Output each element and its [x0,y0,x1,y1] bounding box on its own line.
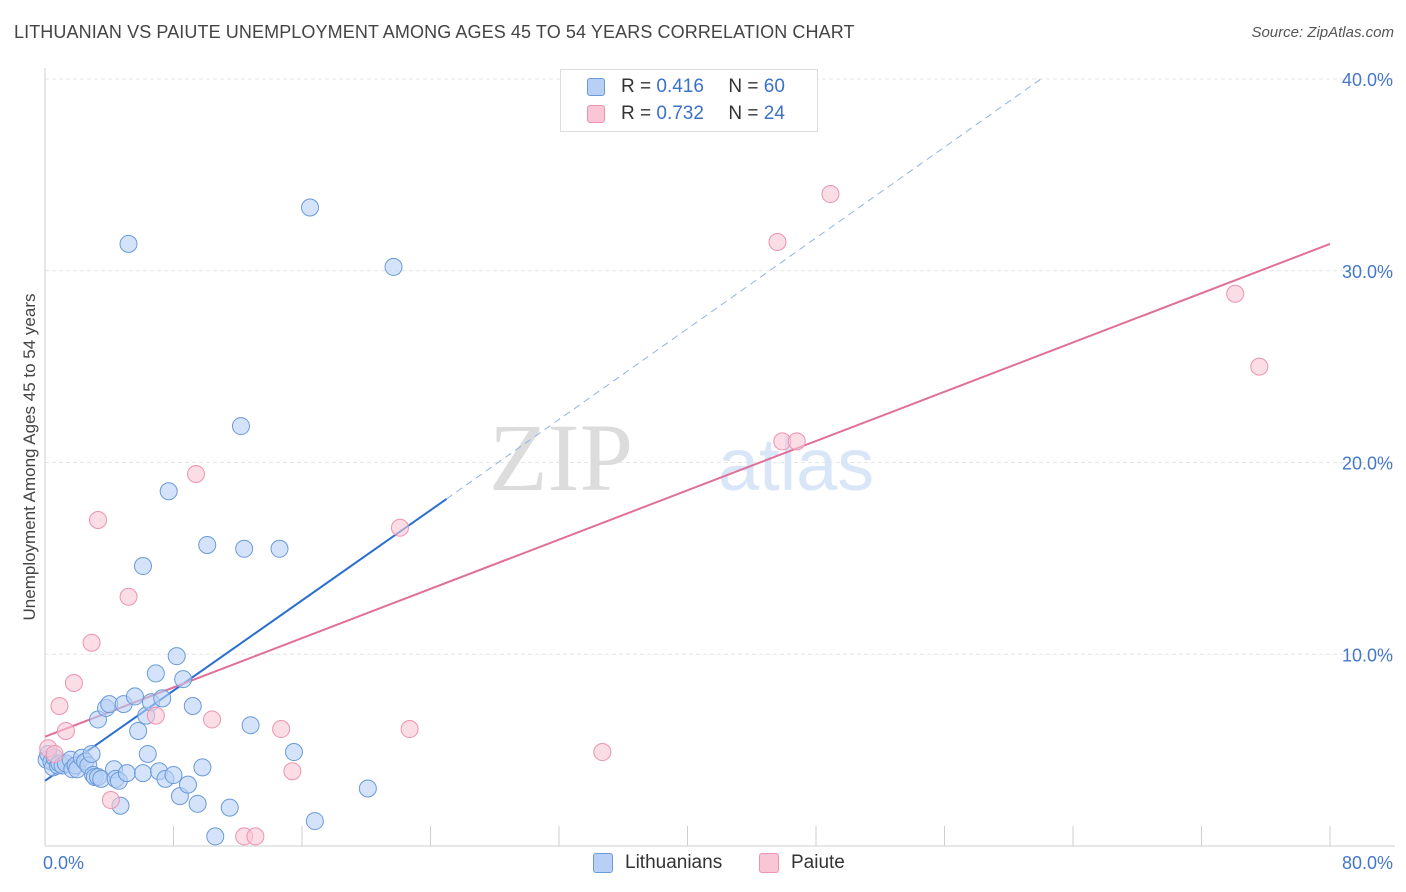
lithuanian-point [231,417,250,436]
n-value: 24 [763,103,785,124]
paiute-point [593,743,612,762]
lithuanians-trend-line [44,498,448,782]
y-tick-label: 10.0% [1342,645,1393,665]
lithuanian-point [167,647,186,666]
lithuanian-point [183,697,202,716]
source-credit[interactable]: Source: ZipAtlas.com [1251,24,1394,41]
lithuanian-point [133,557,152,576]
lithuanians-swatch [587,78,605,96]
paiute-point [50,697,69,716]
r-label: R = [621,76,652,97]
axes [44,68,1395,847]
paiute-point [1250,357,1269,376]
legend-row-paiute[interactable]: R = 0.732 N = 24 [587,102,785,126]
lithuanians-legend-swatch [593,853,613,873]
lithuanian-point [174,670,193,689]
paiute-point [64,674,83,693]
watermark: ZIP atlas [489,404,874,511]
stats-legend: R = 0.416 N = 60 R = 0.732 N = 24 [560,69,818,132]
x-tick-label-min: 0.0% [43,853,84,873]
lithuanian-point [358,779,377,798]
paiute-point [89,511,108,530]
paiute-point [56,721,75,740]
lithuanian-point [82,744,101,763]
legend-item-paiute[interactable]: Paiute [759,852,845,874]
paiute-point [768,232,787,251]
paiute-swatch [587,105,605,123]
lithuanian-point [220,798,239,817]
lithuanian-point [138,744,157,763]
lithuanian-point [159,482,178,501]
r-value: 0.732 [656,103,704,124]
paiute-point [119,587,138,606]
paiute-point [82,633,101,652]
legend-label-paiute: Paiute [791,852,845,873]
n-label: N = [728,103,759,124]
lithuanians-trend-extension [446,78,1042,500]
paiute-point [246,827,265,846]
x-tick-label-max: 80.0% [1342,853,1393,873]
lithuanian-point [270,539,289,558]
chart-title: LITHUANIAN VS PAIUTE UNEMPLOYMENT AMONG … [14,22,855,42]
paiute-point [400,720,419,739]
lithuanian-point [119,234,138,253]
r-value: 0.416 [656,76,704,97]
paiute-point [283,762,302,781]
lithuanian-point [384,257,403,276]
y-tick-label: 30.0% [1342,262,1393,282]
trend-lines [44,78,1331,782]
paiute-legend-swatch [759,853,779,873]
n-label: N = [728,76,759,97]
lithuanian-point [125,687,144,706]
paiute-point [186,465,205,484]
gridlines [45,78,1395,655]
lithuanian-point [305,812,324,831]
paiute-point [101,790,120,809]
paiute-point [390,518,409,537]
paiute-point [272,720,291,739]
legend-item-lithuanians[interactable]: Lithuanians [593,852,722,874]
paiute-point [45,744,64,763]
lithuanian-point [206,827,225,846]
y-tick-label: 40.0% [1342,70,1393,90]
lithuanian-point [178,775,197,794]
lithuanian-point [129,721,148,740]
lithuanian-point [284,743,303,762]
paiute-point [787,432,806,451]
paiute-point [203,710,222,729]
lithuanian-point [193,758,212,777]
lithuanian-point [241,716,260,735]
n-value: 60 [763,76,785,97]
legend-label-lithuanians: Lithuanians [625,852,723,873]
tick-labels: 10.0% 20.0% 30.0% 40.0% 0.0% 80.0% [43,70,1393,873]
paiute-point [1226,284,1245,303]
lithuanian-point [198,535,217,554]
lithuanian-point [117,764,136,783]
lithuanian-point [133,764,152,783]
paiute-trend-line [44,242,1331,738]
lithuanian-point [301,198,320,217]
lithuanian-point [235,539,254,558]
lithuanian-point [164,766,183,785]
lithuanian-point [188,794,207,813]
paiute-point [821,185,840,204]
lithuanian-point [153,689,172,708]
y-tick-label: 20.0% [1342,454,1393,474]
lithuanian-point [146,664,165,683]
data-points [37,185,1269,846]
watermark-zip: ZIP [489,404,633,511]
paiute-point [146,706,165,725]
legend-row-lithuanians[interactable]: R = 0.416 N = 60 [587,75,785,99]
r-label: R = [621,103,652,124]
